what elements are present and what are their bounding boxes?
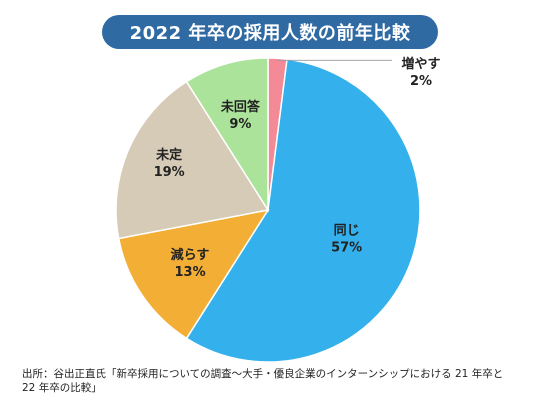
source-line-2: 22 年卒の比較」 (22, 382, 102, 394)
chart-title: 2022 年卒の採用人数の前年比較 (129, 23, 411, 44)
pie-slice (185, 58, 421, 363)
slice-value-label: 2% (410, 74, 432, 89)
pie-slice (185, 57, 269, 213)
slice-value-label: 9% (229, 117, 251, 132)
pie-slice (115, 80, 270, 240)
slice-value-label: 19% (154, 165, 185, 180)
slice-value-label: 57% (331, 240, 362, 255)
pie-slices (115, 57, 421, 363)
pie-chart: 増やす 2% 同じ 57% 減らす 13% 未定 19% 未回答 9% (115, 56, 441, 363)
slice-value-label: 13% (174, 265, 205, 280)
slice-label: 未定 (155, 147, 182, 163)
slice-label: 減らす (171, 247, 210, 263)
slice-label: 増やす (401, 56, 440, 72)
slice-label: 同じ (334, 223, 360, 238)
source-note: 出所：谷出正直氏「新卒採用についての調査～大手・優良企業のインターンシップにおけ… (22, 367, 522, 395)
pie-slice (117, 208, 270, 340)
slice-labels: 増やす 2% 同じ 57% 減らす 13% 未定 19% 未回答 9% (154, 56, 441, 280)
chart-title-pill: 2022 年卒の採用人数の前年比較 (102, 15, 438, 49)
source-line-1: 出所：谷出正直氏「新卒採用についての調査～大手・優良企業のインターンシップにおけ… (22, 368, 504, 380)
slice-label: 未回答 (220, 99, 261, 115)
